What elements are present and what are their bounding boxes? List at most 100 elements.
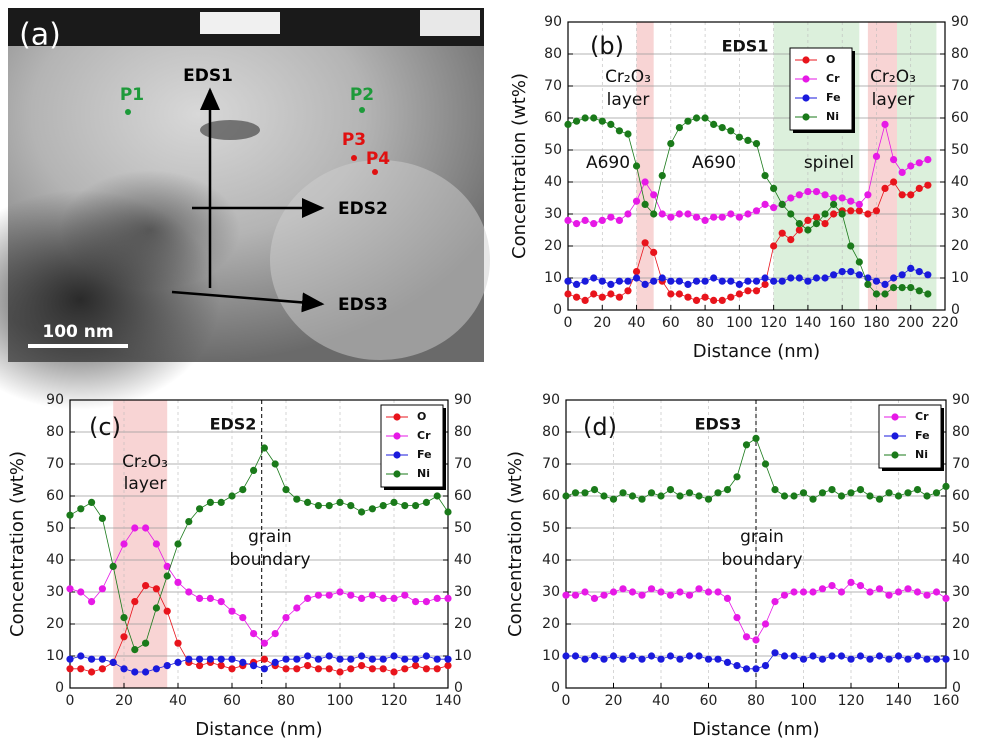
data-point [907,191,915,199]
data-point [837,588,846,596]
data-point [562,591,570,599]
data-point [271,460,279,468]
data-point [401,655,409,663]
data-point [657,655,665,663]
data-point [239,614,247,622]
y-tick-label: 30 [46,584,64,600]
data-point [564,290,572,298]
data-point [390,652,398,660]
data-point [830,200,838,208]
data-point [590,652,599,660]
y2-tick-label: 0 [951,302,960,318]
data-point [590,486,599,494]
data-point [809,495,817,503]
y-tick-label: 70 [542,456,560,472]
data-point [790,588,798,596]
data-point [818,489,827,497]
data-point [804,226,812,234]
y-tick-label: 50 [46,520,64,536]
data-point [718,277,726,285]
data-point [619,655,627,663]
data-point [714,489,722,497]
data-point [723,486,732,494]
data-point [866,588,874,596]
data-point [632,162,641,170]
data-point [727,277,735,285]
x-tick-label: 120 [760,315,787,331]
data-point [444,662,452,670]
data-point [271,630,279,638]
y2-tick-label: 60 [951,110,969,126]
x-tick-label: 40 [628,315,646,331]
data-point [666,486,675,494]
data-point [368,591,376,599]
data-point [650,277,658,285]
data-point [433,655,441,663]
data-point [433,492,441,500]
data-point [293,665,301,673]
data-point [88,668,96,676]
data-point [872,152,881,160]
data-point [658,210,666,218]
data-point [412,662,420,670]
data-point [196,655,204,663]
data-point [562,492,570,500]
data-point [624,130,632,138]
data-point [855,258,863,266]
y2-tick-label: 90 [952,392,970,408]
data-point [422,498,430,506]
data-point [778,200,786,208]
data-point [228,665,236,673]
data-point [581,277,589,285]
annotation: grain [248,527,292,547]
data-point [675,210,683,218]
data-point [658,274,666,282]
data-point [325,591,333,599]
y-tick-label: 30 [542,584,560,600]
x-tick-label: 0 [564,315,573,331]
data-point [684,293,692,301]
data-point [718,124,726,132]
data-point [624,287,632,295]
data-point [347,502,355,510]
data-point [761,620,770,628]
y2-tick-label: 20 [952,616,970,632]
data-point [624,210,632,218]
data-point [325,652,333,660]
plot-frame [565,399,947,689]
tem-image: (a) P1 P2 P3 P4 EDS1 EDS2 EDS3 100 nm [0,8,490,410]
point-label: P3 [342,130,366,150]
data-point [206,655,214,663]
annotation: grain [740,527,784,547]
data-point [821,210,829,218]
legend-label: Fe [417,448,432,461]
data-point [667,290,675,298]
data-point [864,280,872,288]
data-point [742,665,751,673]
data-point [250,466,258,474]
data-point [152,665,160,673]
data-point [881,120,889,128]
data-point [885,489,893,497]
data-point [572,293,581,301]
y-axis-label: Concentration (wt%) [509,73,530,259]
data-point [109,658,117,667]
data-point [641,178,649,186]
data-point [422,665,430,673]
y2-tick-label: 60 [952,488,970,504]
data-point [250,662,258,670]
data-point [685,489,694,497]
data-point [120,614,128,622]
y2-tick-label: 40 [454,552,472,568]
x-tick-label: 20 [593,315,611,331]
data-point [282,486,290,494]
x-tick-label: 60 [700,693,718,709]
data-point [761,200,769,208]
data-point [77,588,85,596]
data-point [830,210,838,218]
data-point [856,582,865,590]
data-point [131,646,139,654]
data-point [325,665,333,673]
data-point [770,184,778,192]
data-point [66,511,74,519]
